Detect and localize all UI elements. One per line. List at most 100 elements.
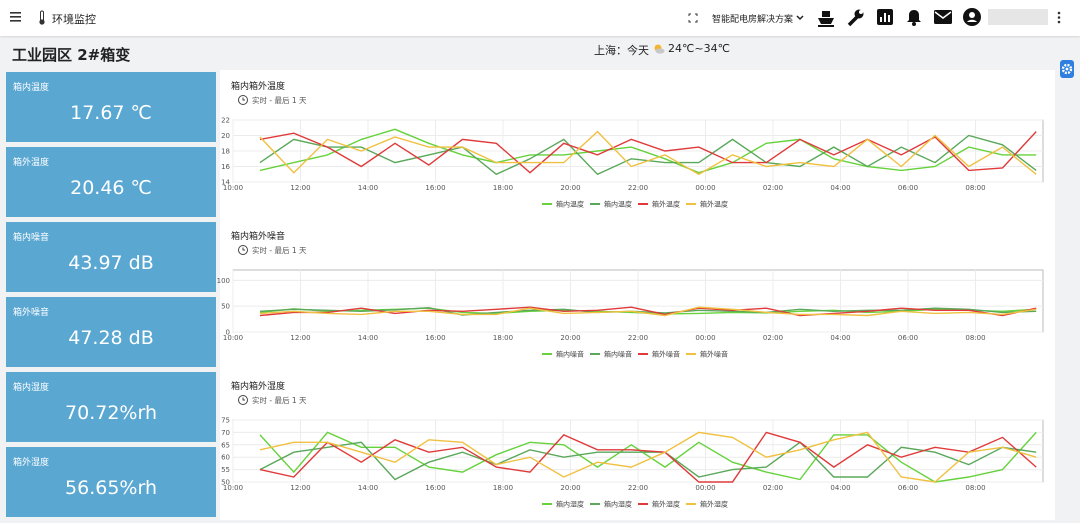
x-tick-label: 08:00 (965, 484, 985, 492)
series-line (259, 130, 1037, 176)
y-tick-label: 75 (221, 417, 230, 425)
more-icon[interactable] (1056, 11, 1062, 25)
x-tick-label: 16:00 (425, 484, 445, 492)
legend-label: 箱内噪音 (556, 350, 584, 359)
card-value: 17.67 ℃ (70, 102, 152, 124)
fullscreen-icon[interactable] (688, 13, 698, 23)
x-tick-label: 12:00 (290, 484, 310, 492)
chart-icon[interactable] (877, 9, 895, 27)
x-tick-label: 18:00 (493, 484, 513, 492)
card-label: 箱内湿度 (13, 383, 50, 393)
user-icon[interactable] (963, 8, 983, 28)
metric-card: 箱内噪音 43.97 dB (6, 222, 216, 292)
y-tick-label: 60 (221, 454, 230, 462)
card-value: 47.28 dB (68, 327, 154, 349)
x-tick-label: 00:00 (695, 184, 715, 192)
series-line (259, 306, 1037, 317)
x-tick-label: 02:00 (763, 334, 783, 342)
x-tick-label: 16:00 (425, 184, 445, 192)
x-tick-label: 00:00 (695, 484, 715, 492)
menu-icon[interactable] (10, 11, 22, 23)
legend-label: 箱内噪音 (604, 350, 632, 359)
x-tick-label: 16:00 (425, 334, 445, 342)
card-value: 43.97 dB (68, 252, 154, 274)
chart-subtitle: 实时 - 最后 1 天 (252, 395, 307, 405)
wrench-icon[interactable] (846, 8, 866, 28)
card-value: 70.72%rh (65, 402, 157, 424)
series-line (259, 306, 1037, 317)
top-bar: 环境监控 智能配电房解决方案 (0, 0, 1080, 36)
card-label: 箱内温度 (13, 83, 50, 93)
x-tick-label: 14:00 (358, 334, 378, 342)
clock-icon (238, 95, 248, 105)
clock-icon (238, 395, 248, 405)
x-tick-label: 12:00 (290, 334, 310, 342)
x-tick-label: 08:00 (965, 184, 985, 192)
legend-label: 箱外湿度 (700, 500, 728, 509)
legend-label: 箱内温度 (556, 200, 584, 209)
series-line (259, 306, 1037, 316)
legend-label: 箱外噪音 (652, 350, 680, 359)
card-label: 箱外温度 (13, 158, 50, 168)
settings-button[interactable] (1060, 60, 1074, 78)
x-tick-label: 22:00 (628, 484, 648, 492)
x-tick-label: 04:00 (830, 184, 850, 192)
x-tick-label: 06:00 (898, 334, 918, 342)
x-tick-label: 14:00 (358, 484, 378, 492)
x-tick-label: 10:00 (223, 334, 243, 342)
chart-subtitle: 实时 - 最后 1 天 (252, 245, 307, 255)
chart-title: 箱内箱外噪音 (231, 230, 285, 242)
dropdown-icon[interactable] (796, 14, 804, 22)
metric-card: 箱外噪音 47.28 dB (6, 297, 216, 367)
legend-label: 箱内温度 (604, 200, 632, 209)
app-title: 环境监控 (52, 13, 96, 26)
ship-icon[interactable] (816, 8, 836, 28)
metric-card: 箱外温度 20.46 ℃ (6, 147, 216, 217)
series-line (259, 431, 1037, 483)
legend-label: 箱外噪音 (700, 350, 728, 359)
clock-hands (242, 97, 245, 101)
card-value: 56.65%rh (65, 477, 157, 499)
y-tick-label: 20 (221, 132, 230, 140)
y-tick-label: 18 (221, 148, 230, 156)
x-tick-label: 00:00 (695, 334, 715, 342)
weather-icon (654, 44, 665, 54)
thermometer-icon (39, 10, 45, 25)
card-label: 箱内噪音 (13, 233, 50, 243)
clock-hands (242, 247, 245, 251)
y-tick-label: 50 (221, 479, 230, 487)
legend-label: 箱内湿度 (604, 500, 632, 509)
x-tick-label: 10:00 (223, 484, 243, 492)
series-line (259, 128, 1037, 174)
y-tick-label: 16 (221, 163, 230, 171)
user-name-blurred (988, 9, 1048, 25)
x-tick-label: 06:00 (898, 484, 918, 492)
chart-subtitle: 实时 - 最后 1 天 (252, 95, 307, 105)
solution-menu[interactable]: 智能配电房解决方案 (712, 15, 794, 25)
series-line (259, 431, 1037, 483)
chart-title: 箱内箱外温度 (231, 80, 285, 92)
x-tick-label: 04:00 (830, 334, 850, 342)
y-tick-label: 55 (221, 466, 230, 474)
x-tick-label: 18:00 (493, 334, 513, 342)
chart-title: 箱内箱外湿度 (231, 380, 285, 392)
x-tick-label: 22:00 (628, 334, 648, 342)
legend-label: 箱外温度 (652, 200, 680, 209)
legend-label: 箱外温度 (700, 200, 728, 209)
x-tick-label: 04:00 (830, 484, 850, 492)
x-tick-label: 18:00 (493, 184, 513, 192)
clock-icon (238, 245, 248, 255)
mail-icon[interactable] (934, 10, 954, 26)
x-tick-label: 02:00 (763, 184, 783, 192)
x-tick-label: 06:00 (898, 184, 918, 192)
legend-label: 箱外湿度 (652, 500, 680, 509)
x-tick-label: 20:00 (560, 484, 580, 492)
bell-icon[interactable] (906, 9, 924, 27)
x-tick-label: 02:00 (763, 484, 783, 492)
card-value: 20.46 ℃ (70, 177, 152, 199)
series-line (259, 131, 1037, 174)
weather-city: 上海：今天 (594, 44, 649, 57)
